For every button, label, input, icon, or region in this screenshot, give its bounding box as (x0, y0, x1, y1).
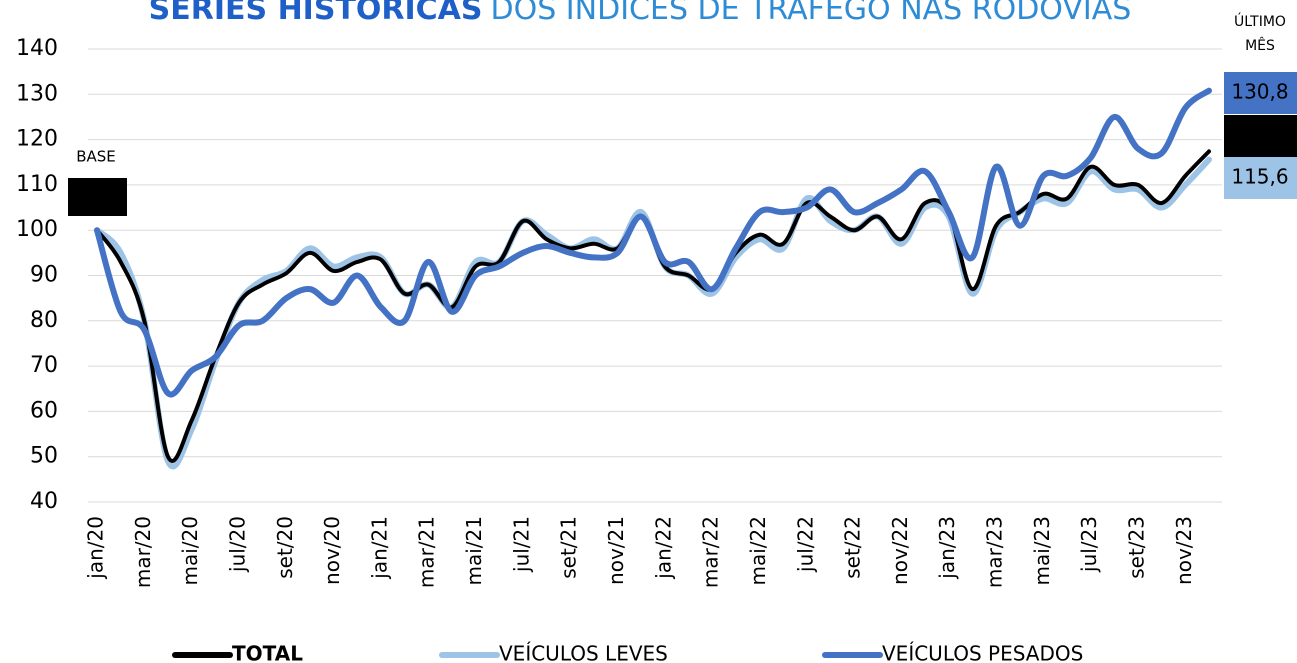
x-tick-label: mai/22 (746, 516, 770, 585)
y-tick-label: 50 (30, 444, 58, 469)
end-label-box (1224, 157, 1297, 199)
y-tick-label: 110 (16, 172, 58, 197)
y-tick-label: 90 (30, 263, 58, 288)
x-tick-label: set/21 (557, 516, 581, 579)
x-tick-label: nov/22 (888, 516, 912, 585)
legend-label: TOTAL (232, 642, 303, 663)
x-tick-label: nov/20 (320, 516, 344, 585)
y-tick-label: 40 (30, 489, 58, 514)
x-tick-label: set/22 (841, 516, 865, 579)
legend-label: VEÍCULOS LEVES (499, 642, 668, 663)
x-tick-label: jan/21 (367, 516, 391, 580)
x-tick-label: mar/21 (415, 516, 439, 588)
end-label: 117,4 (1231, 123, 1288, 147)
y-tick-label: 100 (16, 217, 58, 242)
subtitle: DOS ÍNDICES DE TRÁFEGO NAS RODOVIAS (491, 0, 1132, 27)
title: SÉRIES HISTÓRICAS (149, 0, 483, 27)
end-label: 115,6 (1231, 165, 1288, 189)
y-tick-label: 60 (30, 398, 58, 423)
last-month-label: ÚLTIMO (1234, 12, 1286, 30)
series-line (94, 87, 1212, 398)
x-tick-label: jan/20 (84, 516, 108, 580)
y-tick-label: 140 (16, 36, 58, 61)
x-tick-label: jul/22 (793, 516, 817, 573)
end-label-box (1224, 115, 1297, 157)
x-tick-label: mai/23 (1030, 516, 1054, 585)
x-tick-label: mai/21 (462, 516, 486, 585)
base-label: BASE (76, 148, 116, 166)
y-tick-label: 120 (16, 127, 58, 152)
x-tick-label: mar/20 (131, 516, 155, 588)
chart-title: SÉRIES HISTÓRICAS DOS ÍNDICES DE TRÁFEGO … (149, 0, 1132, 27)
last-month-label: MÊS (1245, 36, 1275, 54)
series-line (94, 156, 1212, 470)
y-tick-label: 130 (16, 81, 58, 106)
x-tick-label: mar/22 (699, 516, 723, 588)
x-tick-label: jan/22 (651, 516, 675, 580)
x-tick-label: jul/21 (509, 516, 533, 573)
x-tick-label: set/20 (273, 516, 297, 579)
y-tick-label: 80 (30, 308, 58, 333)
legend-label: VEÍCULOS PESADOS (882, 642, 1083, 663)
y-tick-label: 70 (30, 353, 58, 378)
x-tick-label: nov/21 (604, 516, 628, 585)
x-tick-label: jan/23 (935, 516, 959, 580)
x-tick-label: jul/23 (1077, 516, 1101, 573)
x-tick-label: jul/20 (225, 516, 249, 573)
x-tick-label: mai/20 (178, 516, 202, 585)
base-value: 100 (78, 184, 116, 208)
base-box (68, 178, 127, 216)
end-label-box (1224, 72, 1297, 114)
x-tick-label: mar/23 (983, 516, 1007, 588)
end-label: 130,8 (1231, 80, 1288, 104)
x-tick-label: set/23 (1125, 516, 1149, 579)
x-tick-label: nov/23 (1172, 516, 1196, 585)
